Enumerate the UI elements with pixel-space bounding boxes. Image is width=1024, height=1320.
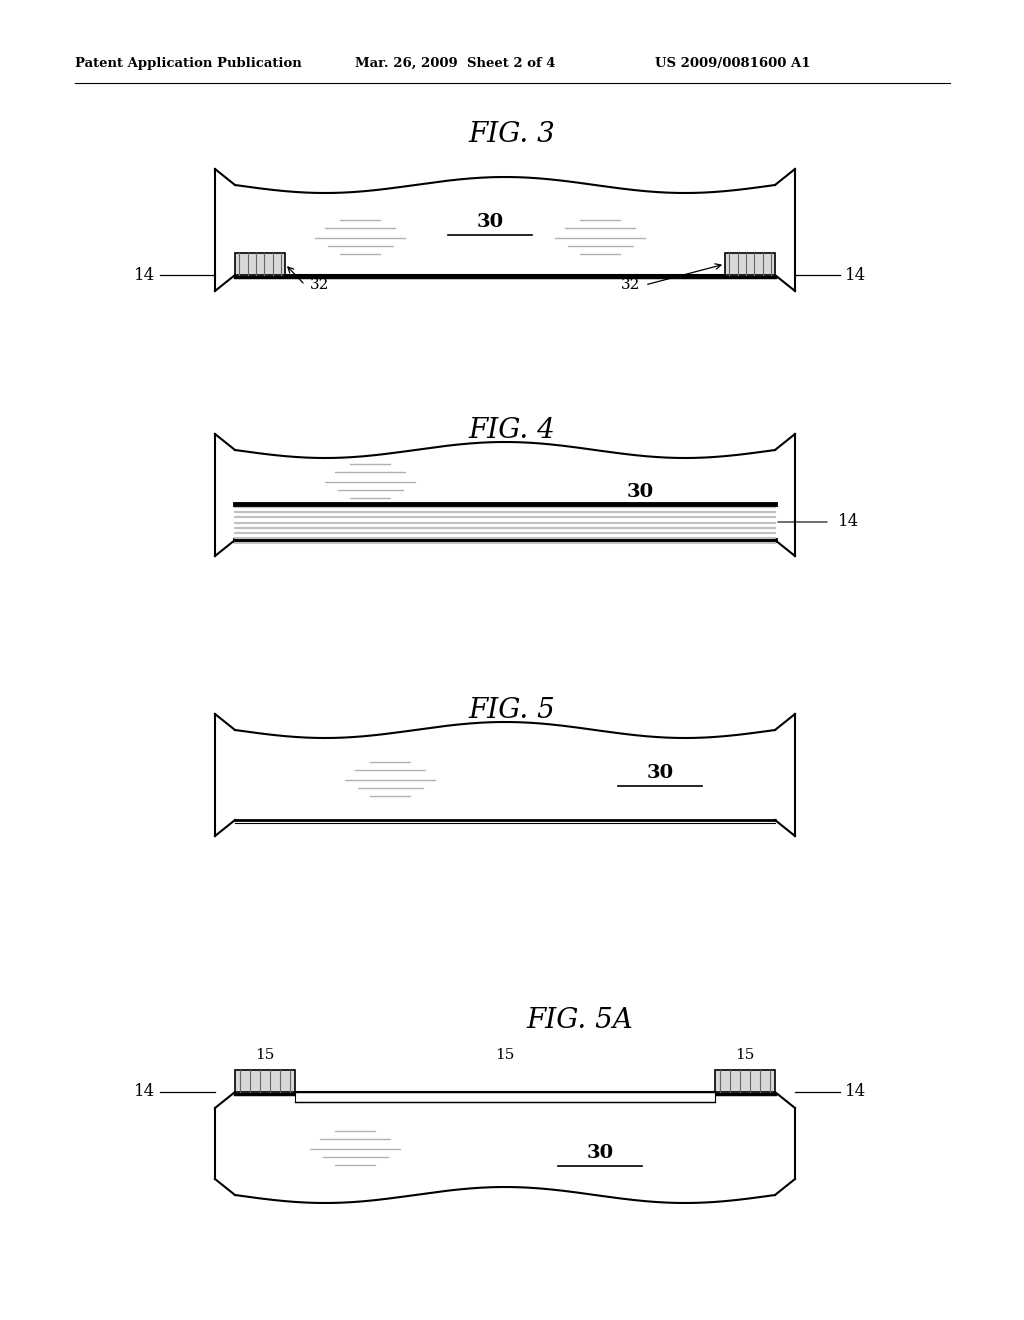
- Text: 14: 14: [838, 513, 859, 531]
- Text: FIG. 5: FIG. 5: [469, 697, 555, 723]
- Text: FIG. 5A: FIG. 5A: [526, 1006, 634, 1034]
- Text: 15: 15: [735, 1048, 755, 1063]
- Text: FIG. 3: FIG. 3: [469, 121, 555, 149]
- Text: 14: 14: [134, 1084, 155, 1101]
- Text: 30: 30: [587, 1144, 613, 1163]
- Bar: [234, 253, 285, 275]
- Text: 15: 15: [255, 1048, 274, 1063]
- Text: FIG. 4: FIG. 4: [469, 417, 555, 444]
- Text: 14: 14: [845, 267, 866, 284]
- Bar: [725, 253, 775, 275]
- Bar: [234, 1071, 295, 1092]
- Text: US 2009/0081600 A1: US 2009/0081600 A1: [655, 57, 811, 70]
- Bar: [295, 1092, 715, 1102]
- Text: 30: 30: [627, 483, 653, 502]
- Text: Mar. 26, 2009  Sheet 2 of 4: Mar. 26, 2009 Sheet 2 of 4: [355, 57, 555, 70]
- Text: 32: 32: [310, 279, 330, 292]
- Text: 15: 15: [496, 1048, 515, 1063]
- Bar: [715, 1071, 775, 1092]
- Text: 30: 30: [646, 764, 674, 781]
- Text: 30: 30: [476, 213, 504, 231]
- Text: 14: 14: [845, 1084, 866, 1101]
- Text: 32: 32: [621, 279, 640, 292]
- Text: 14: 14: [134, 267, 155, 284]
- Text: Patent Application Publication: Patent Application Publication: [75, 57, 302, 70]
